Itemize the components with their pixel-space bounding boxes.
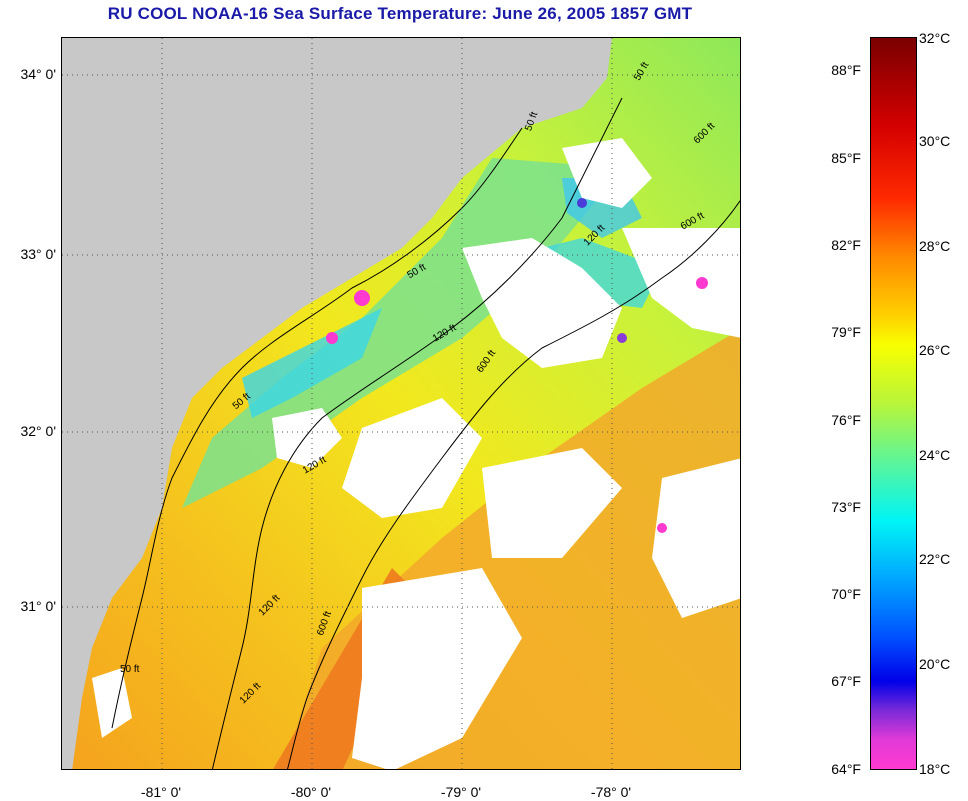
colorbar-c-label: 30°C [919, 133, 951, 149]
cold-spot-3 [696, 277, 708, 289]
cold-spot-1 [354, 290, 370, 306]
lon-label-79: -79° 0' [440, 784, 482, 800]
sst-map[interactable]: 50 ft 50 ft 50 ft 50 ft 50 ft 120 ft 120… [61, 37, 741, 770]
contour-120ft [211, 97, 623, 769]
lat-label-33: 33° 0' [20, 246, 56, 262]
lat-label-34: 34° 0' [20, 66, 56, 82]
temperature-colorbar [870, 37, 917, 770]
colorbar-c-label: 22°C [919, 551, 951, 567]
lat-label-31: 31° 0' [20, 598, 56, 614]
cold-spot-2 [326, 332, 338, 344]
cloud-5 [352, 568, 522, 769]
land-area [62, 38, 612, 769]
colorbar-f-label: 70°F [831, 586, 861, 602]
cloud-3 [342, 398, 482, 518]
colorbar-f-label: 67°F [831, 673, 861, 689]
map-title: RU COOL NOAA-16 Sea Surface Temperature:… [107, 4, 693, 23]
cloud-2 [622, 228, 740, 338]
cold-spot-4 [657, 523, 667, 533]
colorbar-f-label: 82°F [831, 237, 861, 253]
colorbar-c-label: 26°C [919, 342, 951, 358]
cloud-6 [652, 458, 740, 618]
colorbar-f-label: 88°F [831, 62, 861, 78]
colorbar-f-label: 73°F [831, 499, 861, 515]
cold-spot-5 [617, 333, 627, 343]
cloud-1 [462, 238, 622, 368]
contour-600ft [287, 199, 740, 769]
contour-label: 50 ft [120, 664, 140, 675]
colorbar-c-label: 20°C [919, 656, 951, 672]
lon-label-78: -78° 0' [590, 784, 632, 800]
colorbar-c-label: 32°C [919, 30, 951, 46]
cloud-8 [272, 408, 342, 468]
colorbar-f-label: 76°F [831, 412, 861, 428]
colorbar-c-label: 18°C [919, 761, 951, 777]
colorbar-f-label: 85°F [831, 150, 861, 166]
cold-spot-6 [577, 198, 587, 208]
colorbar-f-label: 79°F [831, 324, 861, 340]
lon-label-80: -80° 0' [290, 784, 332, 800]
colorbar-f-label: 64°F [831, 761, 861, 777]
colorbar-c-label: 24°C [919, 447, 951, 463]
cloud-4 [482, 448, 622, 558]
cloud-9 [92, 668, 132, 738]
graticule [62, 38, 740, 769]
colorbar-c-label: 28°C [919, 238, 951, 254]
sst-map-svg [62, 38, 740, 769]
cloud-7 [562, 138, 652, 208]
lat-label-32: 32° 0' [20, 423, 56, 439]
lon-label-81: -81° 0' [140, 784, 182, 800]
